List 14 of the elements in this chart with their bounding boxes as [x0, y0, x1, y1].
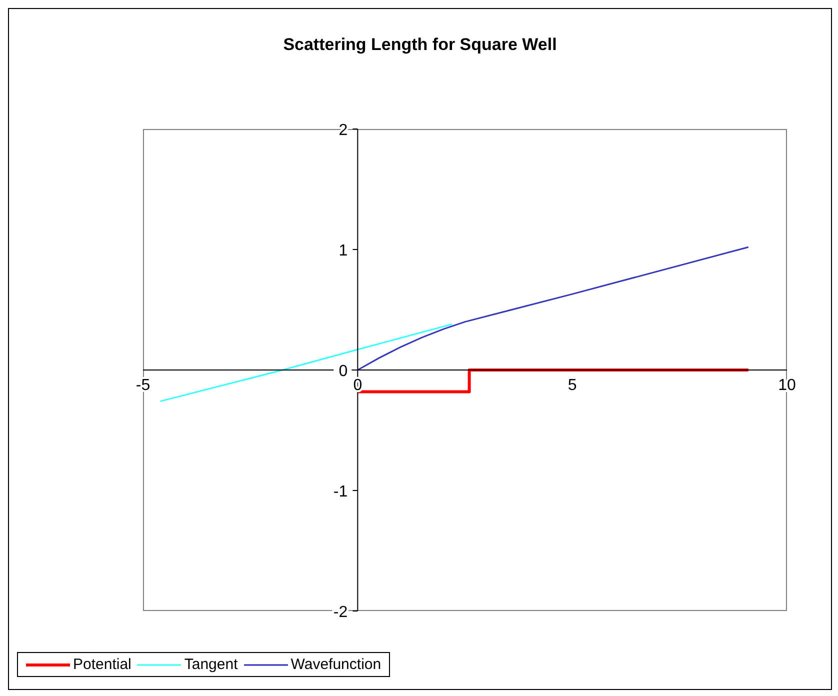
line-series: [356, 246, 750, 371]
x-tick-label: -5: [136, 377, 150, 394]
chart-title: Scattering Length for Square Well: [282, 35, 558, 55]
legend-label: Wavefunction: [290, 656, 382, 673]
y-tick-label: 2: [338, 122, 348, 139]
x-tick-label: 5: [568, 377, 577, 394]
y-tick-label: -1: [333, 484, 348, 500]
y-tick-label: 0: [338, 363, 348, 380]
legend-label: Tangent: [183, 656, 238, 673]
line-series: [159, 323, 453, 402]
x-tick-label: 10: [778, 377, 796, 394]
y-tick-label: -2: [333, 604, 348, 621]
legend-label: Potential: [72, 656, 132, 673]
y-tick-label: 1: [338, 242, 348, 260]
